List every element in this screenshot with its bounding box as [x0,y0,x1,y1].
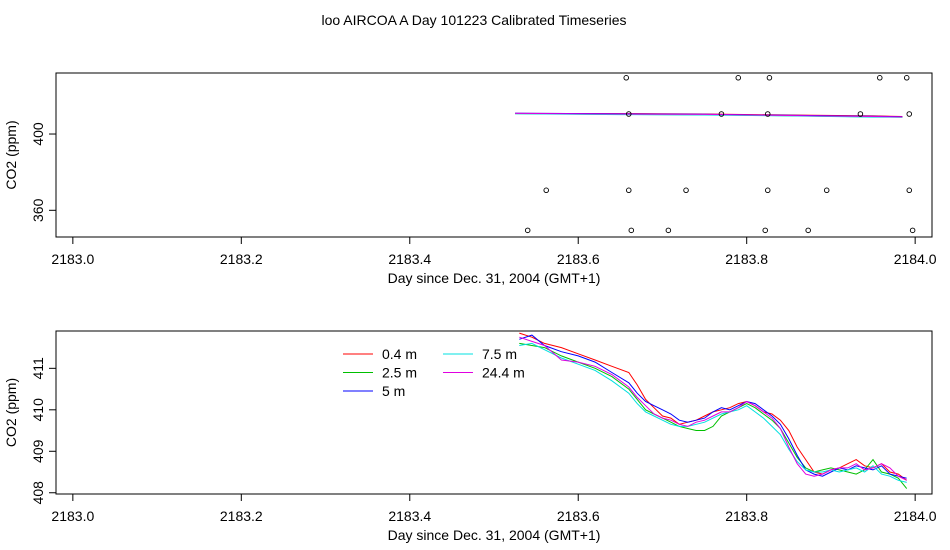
x-tick-label: 2183.4 [388,251,431,267]
y-tick-label: 408 [30,481,46,505]
data-point-marker [906,187,913,194]
data-point-marker [626,111,632,117]
data-point-marker [906,111,913,117]
x-axis-label: Day since Dec. 31, 2004 (GMT+1) [388,527,601,543]
series-line [519,332,907,481]
data-point-marker [524,227,531,234]
legend-label: 24.4 m [482,365,525,381]
y-tick-label: 410 [30,398,46,422]
y-axis-label: CO2 (ppm) [3,378,19,447]
top-panel-chart: 2183.0 2183.2 2183.4 2183.6 2183.8 2184.0 Day … [3,72,937,286]
data-point-marker [628,227,635,234]
x-tick-label: 2183.4 [388,508,431,524]
legend-label: 5 m [382,383,405,399]
x-tick-label: 2183.6 [557,251,600,267]
series-line [519,334,907,479]
data-point-marker [762,227,768,234]
bottom-panel-chart: 2183.0 2183.2 2183.4 2183.6 2183.8 2184.0 Day … [3,330,937,543]
data-point-marker [543,187,549,194]
plot-frame [55,330,933,495]
data-point-marker [683,187,689,194]
y-tick-label: 411 [30,357,46,380]
data-point-marker [626,187,632,194]
x-tick-label: 2184.0 [894,508,937,524]
x-tick-label: 2183.0 [51,508,94,524]
plot-frame [55,72,933,238]
series-line [515,112,903,118]
y-tick-label: 360 [30,198,46,222]
x-tick-label: 2183.8 [725,508,768,524]
data-point-marker [877,75,883,81]
data-point-marker [903,75,910,81]
data-point-marker [857,111,864,117]
x-tick-label: 2183.8 [725,251,768,267]
data-point-marker [765,187,771,194]
data-point-marker [735,75,742,81]
legend-label: 0.4 m [382,346,417,362]
x-tick-label: 2184.0 [894,251,937,267]
series-line [519,336,907,481]
x-tick-label: 2183.0 [51,251,94,267]
y-tick-label: 400 [30,122,46,146]
data-point-marker [623,75,629,81]
data-point-marker [718,111,725,117]
y-tick-label: 409 [30,439,46,463]
series-line [519,342,907,483]
x-tick-label: 2183.2 [220,251,263,267]
legend-label: 7.5 m [482,346,517,362]
figure-title: loo AIRCOA A Day 101223 Calibrated Times… [321,12,626,28]
data-point-marker [909,227,916,234]
x-axis-label: Day since Dec. 31, 2004 (GMT+1) [388,270,601,286]
legend-label: 2.5 m [382,365,417,381]
x-tick-label: 2183.6 [557,508,600,524]
data-point-marker [823,187,830,194]
data-point-marker [766,75,773,81]
data-point-marker [665,227,672,234]
data-point-marker [765,111,771,117]
data-point-marker [805,227,811,234]
x-tick-label: 2183.2 [220,508,263,524]
y-axis-label: CO2 (ppm) [3,120,19,189]
